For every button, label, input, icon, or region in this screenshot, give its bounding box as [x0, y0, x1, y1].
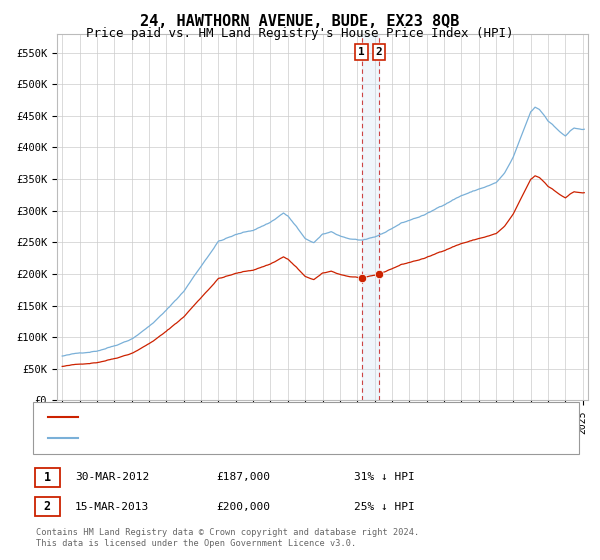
Text: 1: 1	[44, 470, 51, 484]
Text: HPI: Average price, detached house, Cornwall: HPI: Average price, detached house, Corn…	[84, 433, 359, 444]
Text: 24, HAWTHORN AVENUE, BUDE, EX23 8QB: 24, HAWTHORN AVENUE, BUDE, EX23 8QB	[140, 14, 460, 29]
Text: 15-MAR-2013: 15-MAR-2013	[75, 502, 149, 512]
Text: Contains HM Land Registry data © Crown copyright and database right 2024.
This d: Contains HM Land Registry data © Crown c…	[36, 528, 419, 548]
Text: 24, HAWTHORN AVENUE, BUDE, EX23 8QB (detached house): 24, HAWTHORN AVENUE, BUDE, EX23 8QB (det…	[84, 412, 409, 422]
Text: 25% ↓ HPI: 25% ↓ HPI	[354, 502, 415, 512]
Text: 2: 2	[44, 500, 51, 514]
Text: £187,000: £187,000	[216, 472, 270, 482]
Text: 2: 2	[376, 47, 382, 57]
Text: 31% ↓ HPI: 31% ↓ HPI	[354, 472, 415, 482]
Text: 1: 1	[358, 47, 365, 57]
Text: 30-MAR-2012: 30-MAR-2012	[75, 472, 149, 482]
Bar	[362, 34, 379, 400]
Text: £200,000: £200,000	[216, 502, 270, 512]
Text: Price paid vs. HM Land Registry's House Price Index (HPI): Price paid vs. HM Land Registry's House …	[86, 27, 514, 40]
